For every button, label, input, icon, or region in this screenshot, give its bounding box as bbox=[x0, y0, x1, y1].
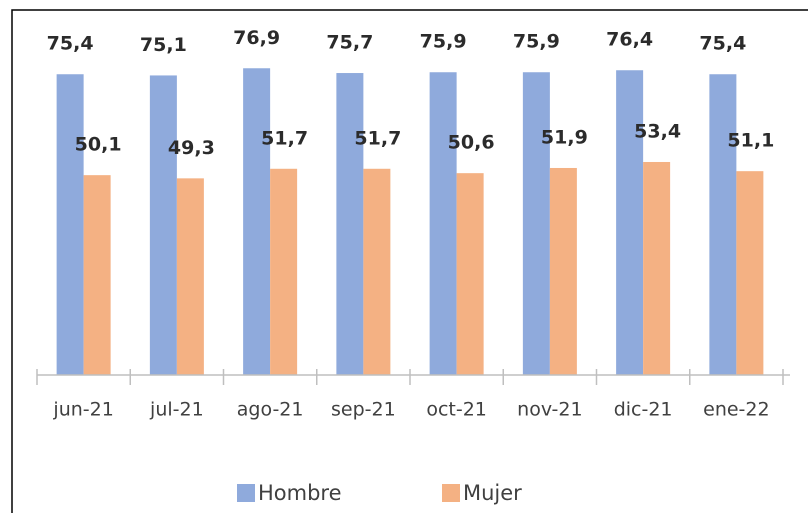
data-label: 53,4 bbox=[634, 120, 681, 142]
legend-swatch bbox=[237, 484, 255, 502]
legend-swatch bbox=[442, 484, 460, 502]
data-label: 75,7 bbox=[326, 32, 373, 54]
x-tick-label: jun-21 bbox=[52, 399, 113, 421]
bar bbox=[709, 74, 737, 375]
bar bbox=[56, 74, 84, 375]
bar bbox=[363, 168, 391, 375]
bar bbox=[736, 171, 764, 375]
frame bbox=[11, 9, 808, 513]
x-tick-label: sep-21 bbox=[331, 399, 396, 421]
data-label: 75,1 bbox=[140, 34, 187, 56]
data-label: 75,4 bbox=[699, 33, 746, 55]
bar bbox=[176, 178, 204, 375]
data-label: 51,7 bbox=[261, 127, 308, 149]
data-label: 75,9 bbox=[513, 31, 560, 53]
data-label: 51,7 bbox=[354, 127, 401, 149]
bar bbox=[549, 167, 577, 375]
data-label: 51,9 bbox=[541, 126, 588, 148]
bar bbox=[643, 161, 671, 375]
data-label: 50,6 bbox=[448, 132, 495, 154]
data-label: 50,1 bbox=[75, 134, 122, 156]
bar bbox=[456, 173, 484, 375]
x-tick-label: jul-21 bbox=[149, 399, 204, 421]
x-tick-label: nov-21 bbox=[517, 399, 582, 421]
bar bbox=[83, 175, 111, 375]
data-label: 51,1 bbox=[727, 130, 774, 152]
data-label: 76,4 bbox=[606, 29, 653, 51]
x-tick-label: ago-21 bbox=[237, 399, 304, 421]
bar bbox=[270, 168, 298, 375]
legend-label: Mujer bbox=[463, 481, 522, 505]
x-tick-label: oct-21 bbox=[426, 399, 487, 421]
bar bbox=[243, 68, 271, 375]
bar bbox=[616, 70, 644, 375]
x-tick-label: dic-21 bbox=[614, 399, 673, 421]
x-tick-label: ene-22 bbox=[703, 399, 769, 421]
data-label: 49,3 bbox=[168, 137, 215, 159]
data-label: 76,9 bbox=[233, 27, 280, 49]
data-label: 75,4 bbox=[47, 33, 94, 55]
data-label: 75,9 bbox=[420, 31, 467, 53]
bar bbox=[336, 73, 364, 376]
bar bbox=[429, 72, 457, 375]
bar bbox=[149, 75, 177, 375]
legend-label: Hombre bbox=[258, 481, 342, 505]
bar bbox=[522, 72, 550, 375]
